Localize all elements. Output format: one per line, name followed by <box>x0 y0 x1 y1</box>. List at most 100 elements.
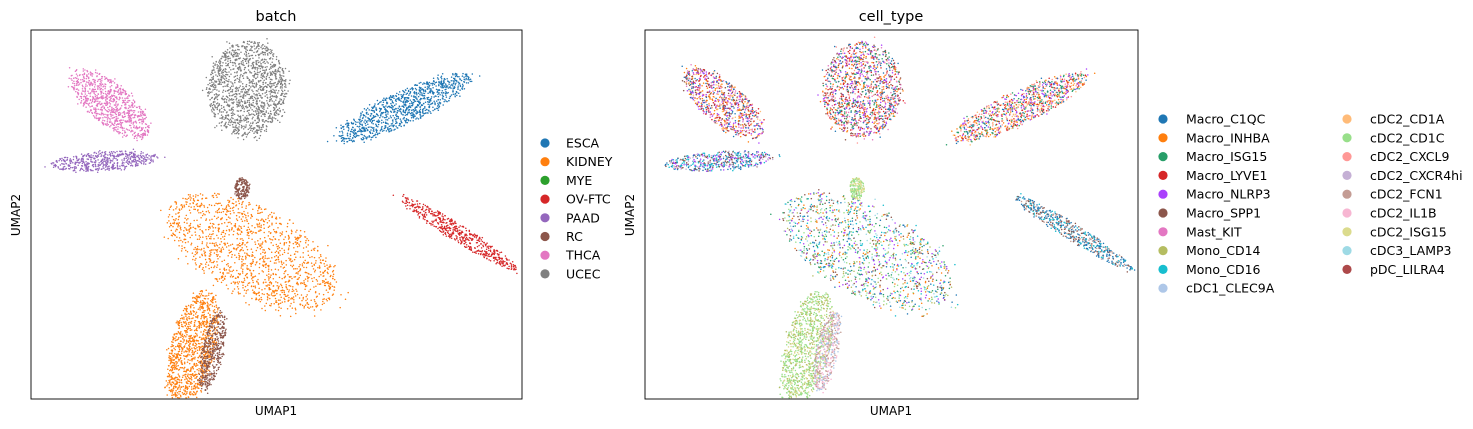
scatter-point <box>441 229 444 231</box>
scatter-point <box>116 104 119 106</box>
scatter-point <box>136 135 139 137</box>
scatter-point <box>261 119 264 121</box>
scatter-point <box>89 95 92 97</box>
scatter-point <box>238 53 240 55</box>
scatter-point <box>138 105 141 108</box>
scatter-point <box>375 125 378 127</box>
scatter-point <box>246 121 248 123</box>
scatter-point <box>410 109 413 111</box>
scatter-point <box>86 74 88 76</box>
scatter-point <box>199 228 201 231</box>
scatter-point <box>279 67 282 69</box>
scatter-point <box>245 105 248 107</box>
scatter-point <box>275 243 278 246</box>
scatter-point <box>135 161 138 164</box>
scatter-point <box>202 213 205 215</box>
scatter-point <box>369 115 372 117</box>
scatter-point <box>216 211 219 214</box>
scatter-point <box>83 163 86 165</box>
scatter-point <box>504 260 506 263</box>
scatter-point <box>275 78 278 80</box>
scatter-point <box>435 88 438 91</box>
scatter-point <box>410 114 413 117</box>
scatter-point <box>250 127 253 130</box>
scatter-point <box>262 110 265 113</box>
scatter-point <box>109 117 111 120</box>
scatter-point <box>174 230 177 232</box>
scatter-point <box>401 200 404 203</box>
scatter-point <box>73 80 75 82</box>
scatter-point <box>234 71 236 74</box>
scatter-point <box>216 95 219 98</box>
scatter-point <box>291 265 294 268</box>
scatter-point <box>124 92 127 94</box>
scatter-point <box>258 47 260 50</box>
scatter-point <box>443 77 446 80</box>
scatter-point <box>476 245 479 248</box>
scatter-point <box>271 85 273 87</box>
scatter-point <box>200 202 203 205</box>
scatter-point <box>231 54 234 57</box>
scatter-point <box>353 132 355 134</box>
scatter-point <box>263 72 266 75</box>
scatter-point <box>212 78 214 81</box>
scatter-point <box>283 297 285 300</box>
scatter-point <box>104 102 106 105</box>
scatter-point <box>294 295 297 297</box>
scatter-point <box>268 76 271 79</box>
scatter-point <box>459 238 461 241</box>
scatter-point <box>275 281 277 283</box>
scatter-point <box>238 81 241 83</box>
scatter-point <box>456 91 458 94</box>
scatter-point <box>486 252 488 255</box>
scatter-point <box>412 112 414 114</box>
scatter-point <box>488 255 491 258</box>
scatter-point <box>241 135 243 137</box>
scatter-point <box>496 259 499 261</box>
scatter-point <box>104 169 107 171</box>
scatter-point <box>121 161 124 163</box>
scatter-point <box>226 117 229 120</box>
scatter-point <box>113 151 115 153</box>
scatter-point <box>62 168 65 171</box>
scatter-point <box>96 80 99 83</box>
scatter-point <box>127 99 129 102</box>
scatter-point <box>260 219 262 222</box>
scatter-point <box>223 118 225 120</box>
scatter-point <box>266 97 269 99</box>
scatter-point <box>234 261 236 264</box>
scatter-point <box>214 106 217 109</box>
scatter-point <box>315 260 317 262</box>
scatter-point <box>415 109 417 111</box>
scatter-point <box>222 85 224 88</box>
scatter-point <box>408 94 410 96</box>
scatter-point <box>386 102 389 104</box>
scatter-point <box>464 233 466 235</box>
scatter-point <box>228 109 231 111</box>
scatter-point <box>269 121 271 123</box>
scatter-point <box>356 121 358 123</box>
scatter-point <box>76 75 79 77</box>
scatter-point <box>258 54 260 57</box>
scatter-point <box>274 63 277 66</box>
scatter-point <box>95 98 97 101</box>
scatter-point <box>91 73 94 75</box>
scatter-point <box>376 113 379 116</box>
scatter-point <box>241 270 244 273</box>
scatter-point <box>450 87 452 89</box>
scatter-point <box>268 100 271 102</box>
scatter-point <box>279 83 282 86</box>
scatter-point <box>103 107 106 109</box>
scatter-point <box>97 108 99 111</box>
scatter-point <box>248 109 251 112</box>
scatter-point <box>227 90 229 92</box>
scatter-point <box>80 97 83 99</box>
scatter-point <box>131 161 133 163</box>
scatter-point <box>205 210 208 213</box>
scatter-point <box>226 71 228 74</box>
scatter-point <box>254 54 257 57</box>
scatter-point <box>402 193 405 196</box>
scatter-point <box>119 97 121 99</box>
scatter-point <box>213 66 215 69</box>
scatter-point <box>239 67 242 69</box>
